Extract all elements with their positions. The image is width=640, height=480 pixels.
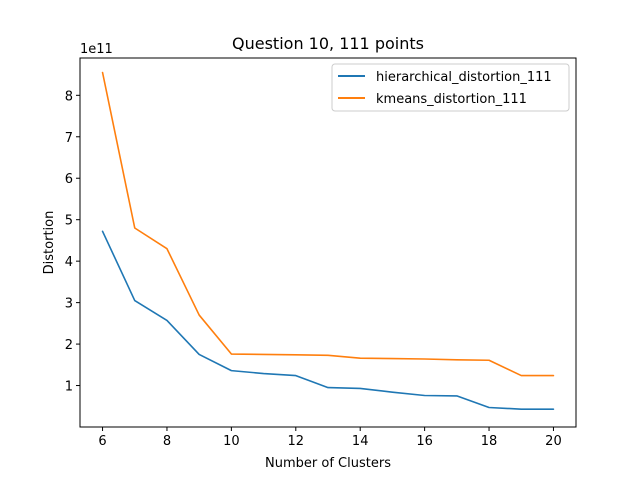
x-tick-label: 14 [352,434,369,449]
y-tick-label: 7 [65,131,73,146]
y-tick-label: 5 [65,214,73,229]
y-tick-label: 1 [65,380,73,395]
x-axis-ticks: 6 8 10 12 14 16 18 20 [98,427,562,449]
x-tick-label: 10 [223,434,240,449]
x-tick-label: 6 [98,434,106,449]
x-axis-label: Number of Clusters [265,456,391,471]
x-tick-label: 12 [288,434,305,449]
legend-label-hierarchical: hierarchical_distortion_111 [376,70,552,85]
x-tick-label: 8 [163,434,171,449]
x-tick-label: 16 [416,434,433,449]
y-axis-scale-label: 1e11 [80,42,113,57]
legend: hierarchical_distortion_111 kmeans_disto… [331,63,570,112]
x-tick-label: 20 [545,434,562,449]
y-axis-label: Distortion [42,211,57,275]
y-tick-label: 6 [65,172,73,187]
y-tick-label: 3 [65,297,73,312]
legend-box [331,63,570,112]
legend-label-kmeans: kmeans_distortion_111 [376,92,527,107]
plot-area-frame [79,57,577,428]
series-line-hierarchical [101,230,555,410]
x-tick-label: 18 [481,434,498,449]
y-tick-label: 2 [65,338,73,353]
series-line-kmeans [101,71,555,377]
y-tick-label: 4 [65,255,73,270]
series-lines [101,71,555,410]
chart-title: Question 10, 111 points [232,34,424,53]
y-axis-ticks: 1 2 3 4 5 6 7 8 [65,89,80,395]
y-tick-label: 8 [65,89,73,104]
